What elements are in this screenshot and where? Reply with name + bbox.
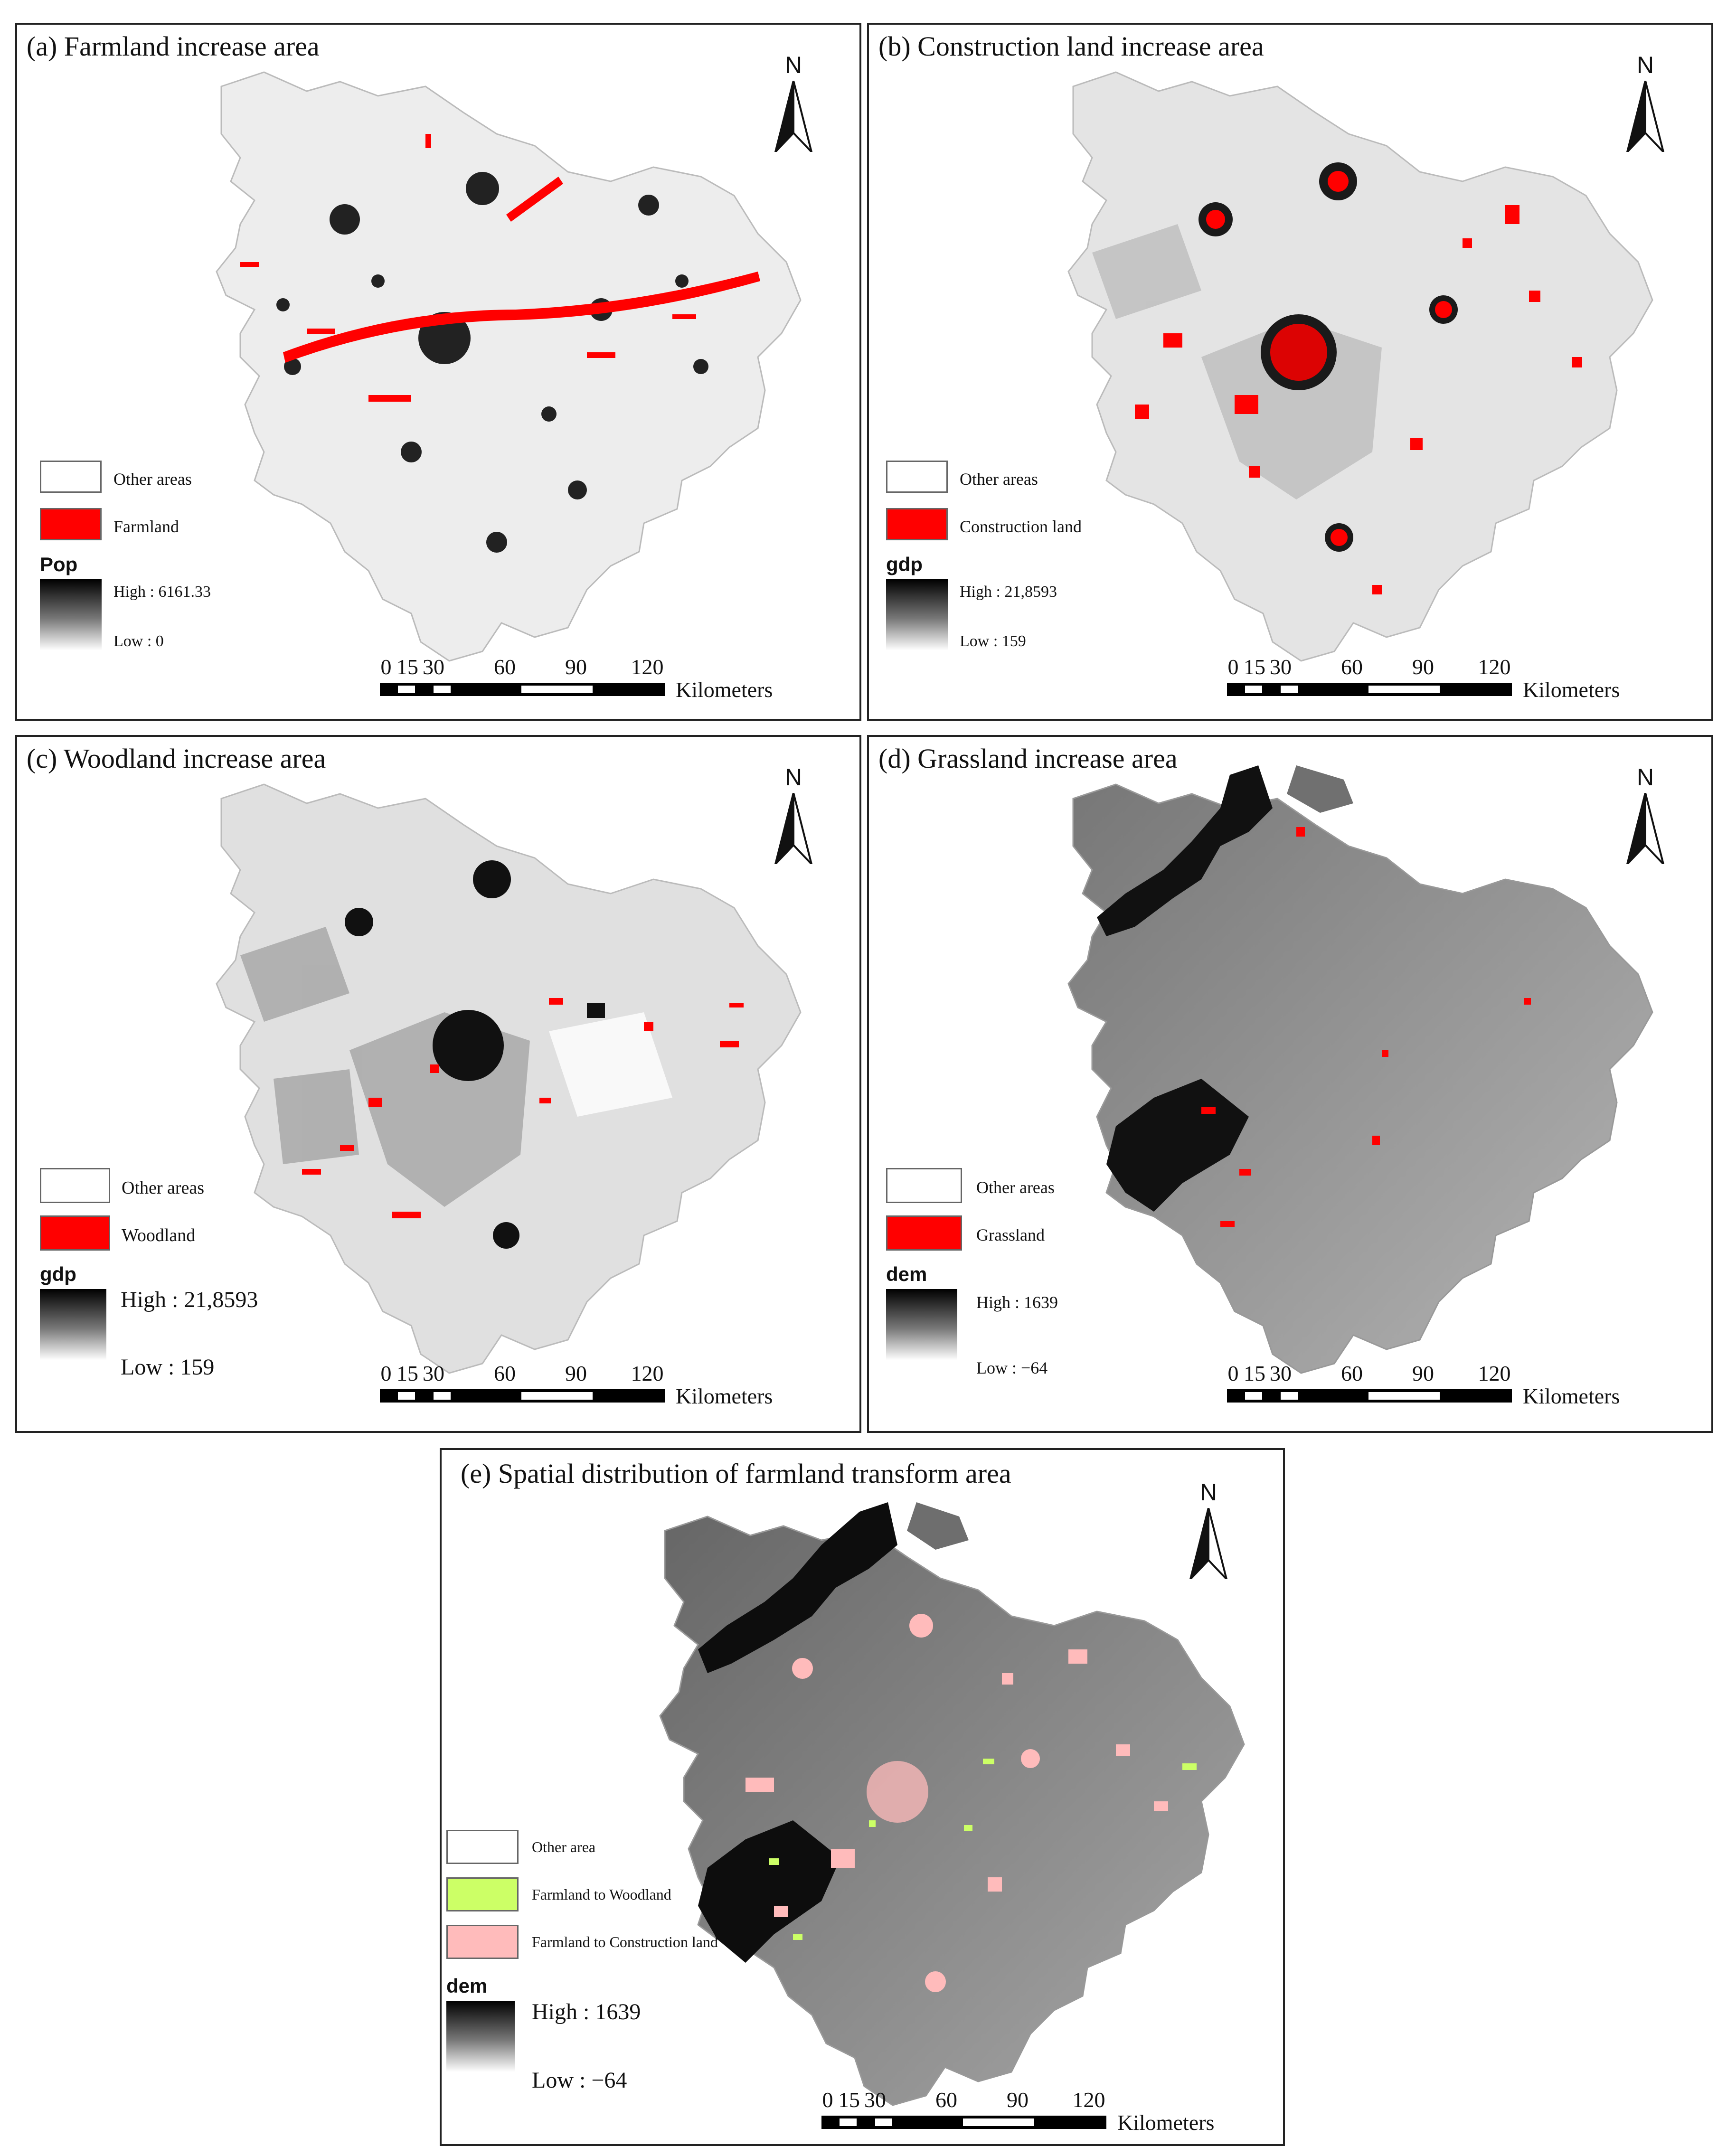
legend-swatch-other — [40, 461, 102, 493]
legend-swatch-construction — [886, 508, 948, 540]
north-arrow-icon — [1189, 1508, 1227, 1579]
ramp-low-label: Low : 159 — [121, 1355, 215, 1380]
panel-e-title: (e) Spatial distribution of farmland tra… — [461, 1458, 1011, 1489]
woodland-increase — [302, 998, 744, 1218]
ramp-high-label: High : 1639 — [532, 1999, 641, 2024]
north-arrow-icon — [774, 793, 812, 864]
ramp-low-label: Low : −64 — [976, 1358, 1048, 1377]
north-arrow-a: N — [767, 51, 820, 156]
legend-label-farmland-to-construction: Farmland to Construction land — [532, 1933, 718, 1950]
construction-increase — [1135, 171, 1582, 594]
legend-label-farmland: Farmland — [113, 517, 179, 536]
north-arrow-d: N — [1619, 763, 1671, 868]
ramp-title: gdp — [40, 1263, 76, 1285]
panel-d: (d) Grassland increase area N Other area… — [867, 735, 1713, 1433]
ramp-low-label: Low : 0 — [113, 632, 164, 650]
scale-bar-d: 0 15 30 60 90 120 Kilometers — [1227, 1361, 1620, 1408]
legend-label-other: Other areas — [113, 470, 192, 489]
ramp-title: dem — [446, 1975, 488, 1997]
north-arrow-e: N — [1182, 1478, 1235, 1583]
grassland-increase — [1201, 827, 1531, 1227]
panel-d-map — [1067, 765, 1653, 1374]
legend-swatch-grassland — [886, 1215, 962, 1251]
north-arrow-c: N — [767, 763, 820, 868]
color-ramp — [886, 1289, 957, 1360]
ramp-title: dem — [886, 1263, 927, 1285]
panel-e: (e) Spatial distribution of farmland tra… — [440, 1448, 1285, 2146]
farmland-to-construction — [746, 1614, 1168, 1992]
panel-a-title: (a) Farmland increase area — [27, 31, 320, 62]
legend-swatch-farmland — [40, 508, 102, 540]
color-ramp — [40, 579, 102, 650]
legend-label-grassland: Grassland — [976, 1225, 1045, 1244]
color-ramp — [886, 579, 948, 650]
legend-label-other: Other area — [532, 1838, 596, 1855]
scale-bar-a: 0 15 30 60 90 120 Kilometers — [380, 655, 773, 702]
legend-label-construction: Construction land — [960, 517, 1082, 536]
farmland-increase — [240, 134, 760, 402]
ramp-low-label: Low : 159 — [960, 632, 1026, 650]
legend-label-farmland-to-woodland: Farmland to Woodland — [532, 1886, 671, 1903]
color-ramp — [446, 2001, 515, 2072]
ramp-low-label: Low : −64 — [532, 2068, 627, 2093]
legend-swatch-other — [40, 1168, 110, 1203]
panel-b-title: (b) Construction land increase area — [878, 31, 1264, 62]
legend-label-other: Other areas — [960, 470, 1038, 489]
north-arrow-icon — [1626, 81, 1664, 152]
panel-b-map — [1067, 71, 1653, 662]
north-arrow-b: N — [1619, 51, 1671, 156]
panel-c: (c) Woodland increase area N — [15, 735, 861, 1433]
panel-a: (a) Farmland increase area N Other areas — [15, 23, 861, 721]
ramp-high-label: High : 21,8593 — [121, 1287, 258, 1312]
panel-c-map — [216, 783, 802, 1374]
ramp-high-label: High : 1639 — [976, 1293, 1058, 1312]
legend-swatch-other — [886, 461, 948, 493]
panel-d-title: (d) Grassland increase area — [878, 743, 1178, 774]
legend-label-other: Other areas — [122, 1178, 205, 1198]
north-arrow-icon — [1626, 793, 1664, 864]
panel-c-title: (c) Woodland increase area — [27, 743, 326, 774]
legend-swatch-farmland-to-woodland — [446, 1877, 519, 1911]
legend-swatch-woodland — [40, 1215, 110, 1251]
farmland-to-woodland — [769, 1759, 1197, 1940]
gdp-hotspots — [345, 860, 605, 1249]
legend-label-woodland: Woodland — [122, 1225, 196, 1245]
panel-a-map — [216, 71, 802, 662]
panel-b: (b) Construction land increase area N — [867, 23, 1713, 721]
scale-bar-b: 0 15 30 60 90 120 Kilometers — [1227, 655, 1620, 702]
ramp-title: gdp — [886, 553, 923, 575]
legend-swatch-farmland-to-construction — [446, 1925, 519, 1959]
north-arrow-icon — [774, 81, 812, 152]
mountain-areas — [698, 1502, 969, 1963]
ramp-title: Pop — [40, 553, 78, 575]
color-ramp — [40, 1289, 106, 1360]
ramp-high-label: High : 6161.33 — [113, 583, 211, 601]
ramp-high-label: High : 21,8593 — [960, 583, 1057, 601]
scale-bar-c: 0 15 30 60 90 120 Kilometers — [380, 1361, 773, 1408]
legend-label-other: Other areas — [976, 1178, 1055, 1197]
scale-bar-e: 0 15 30 60 90 120 Kilometers — [821, 2088, 1215, 2135]
legend-swatch-other — [886, 1168, 962, 1203]
panel-e-map — [659, 1502, 1245, 2106]
legend-swatch-other — [446, 1830, 519, 1864]
